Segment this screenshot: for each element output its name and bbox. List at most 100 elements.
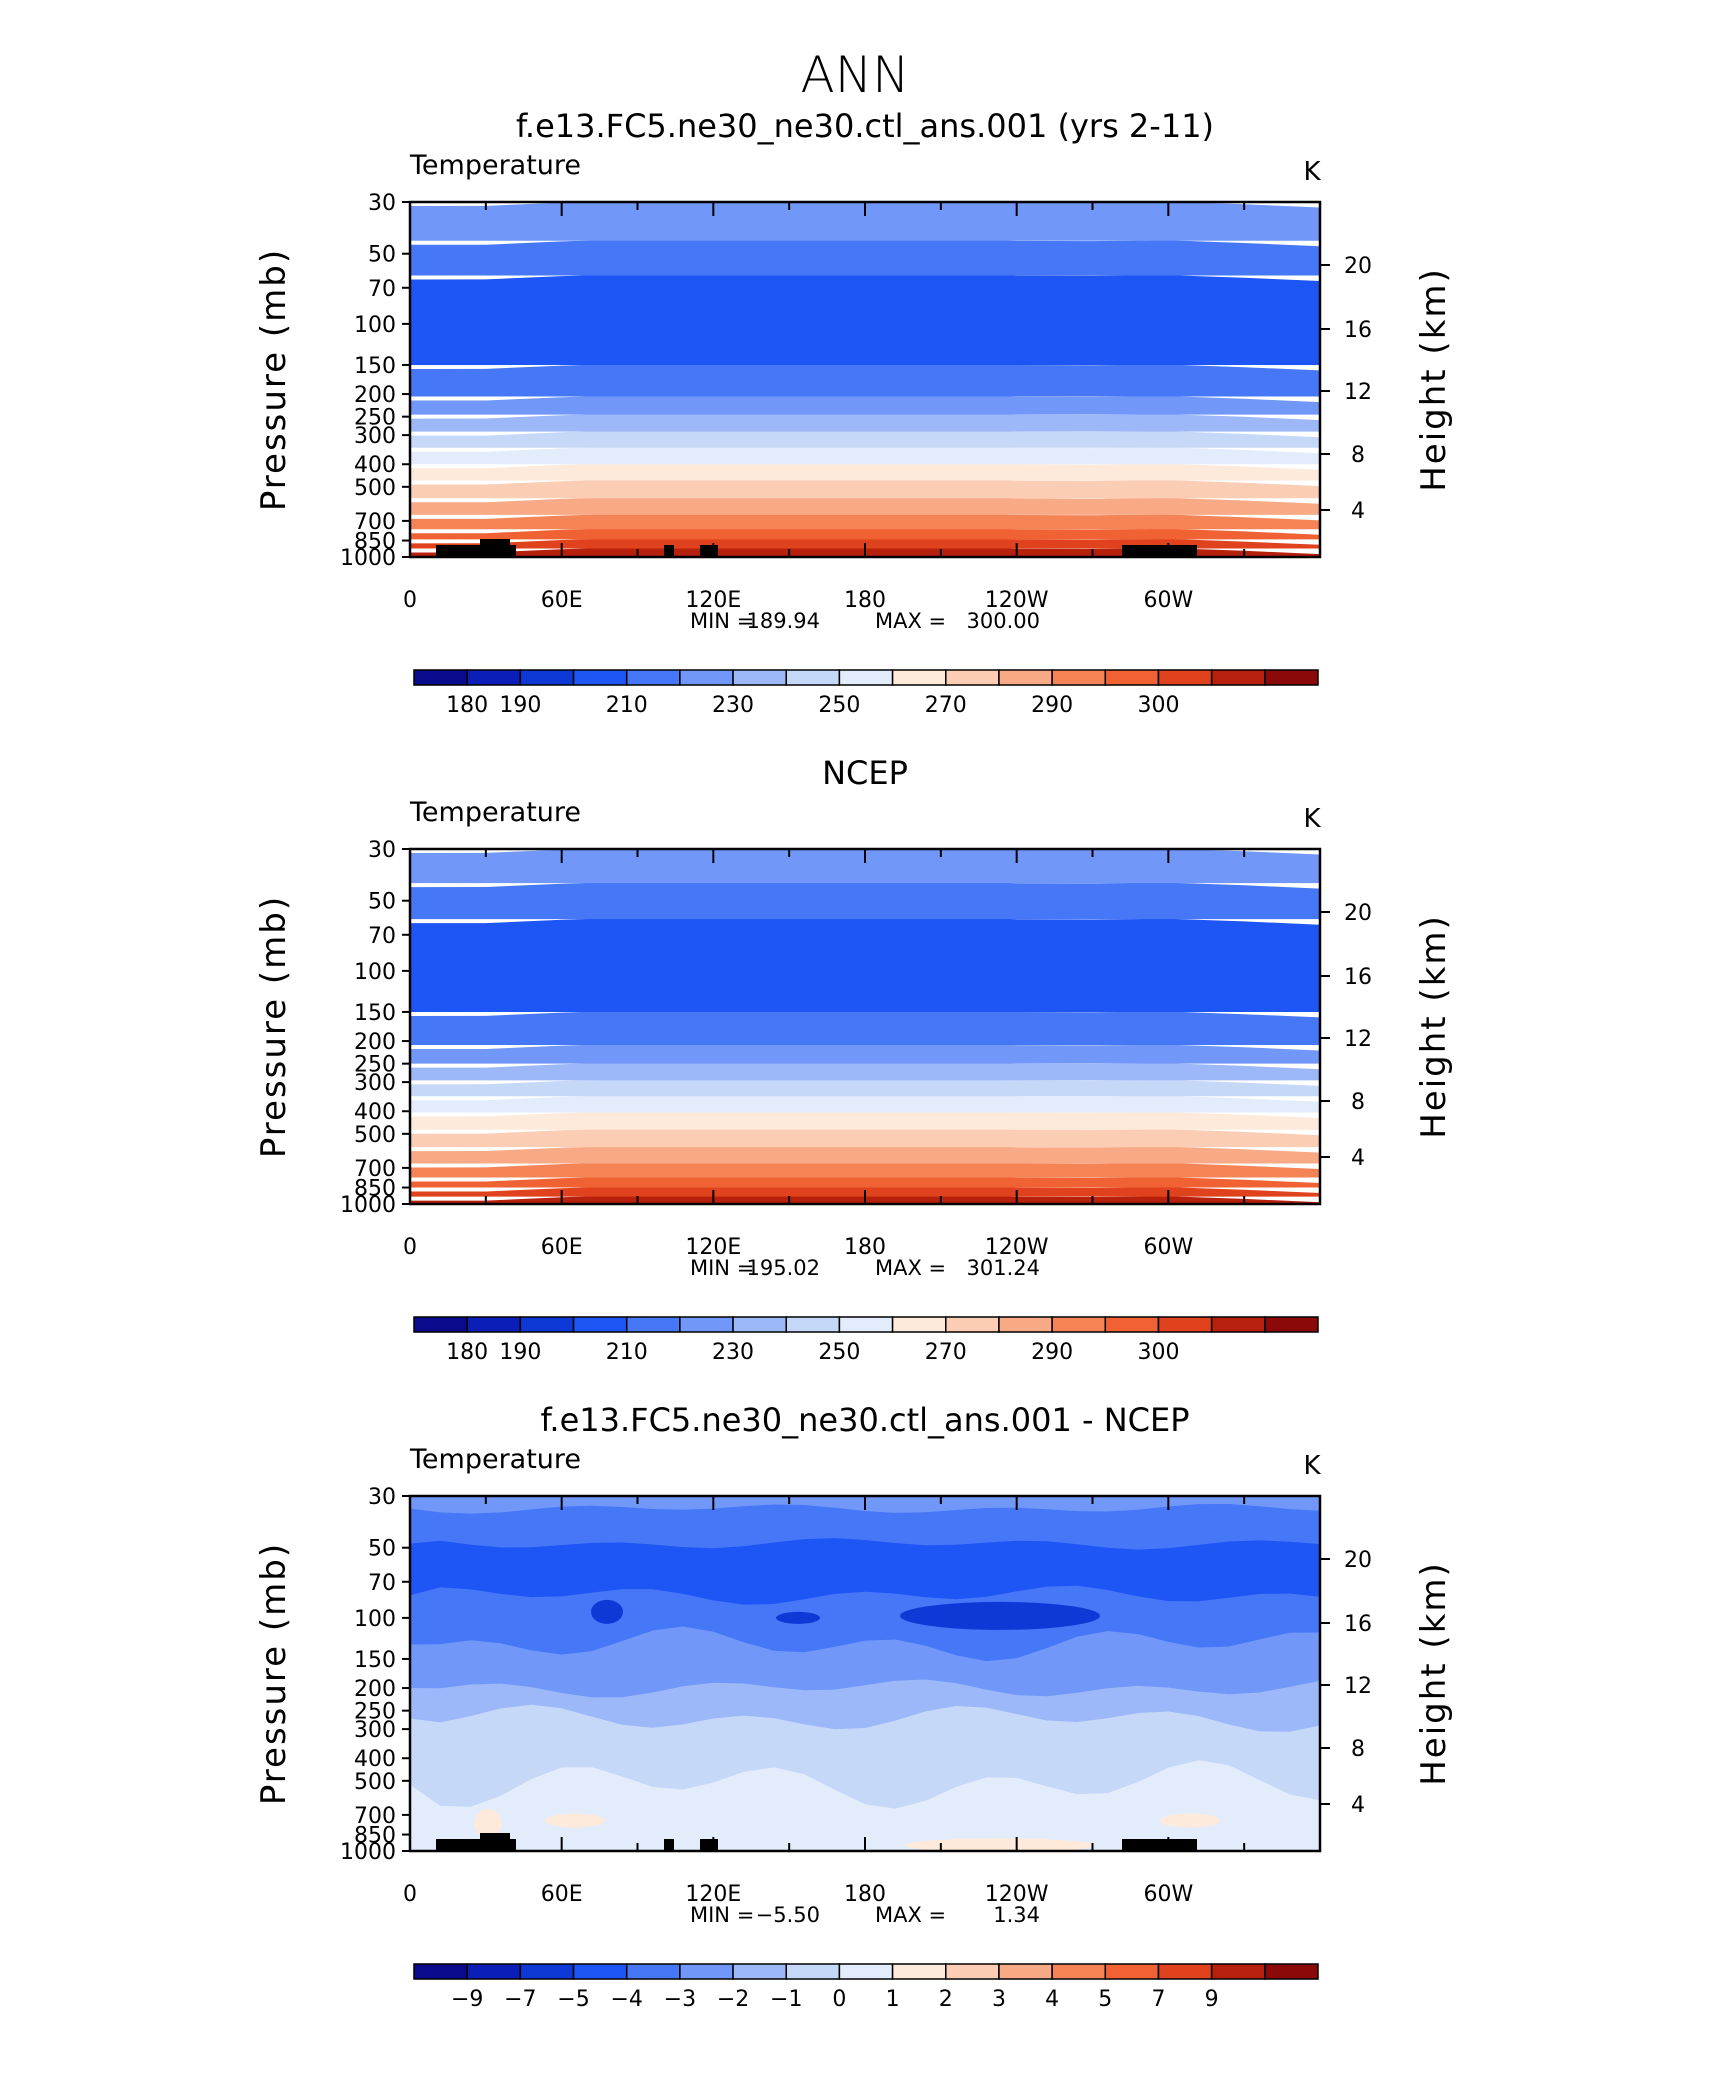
units-label: K [1303, 157, 1321, 187]
right-tick-label: 20 [1344, 254, 1372, 279]
y-tick-label: 50 [368, 243, 396, 268]
colorbar-label: 300 [1137, 1340, 1179, 1365]
x-tick-label: 60E [541, 588, 583, 613]
colorbar-swatch [945, 1316, 1000, 1333]
colorbar-swatch [679, 1963, 734, 1980]
colorbar-swatch [413, 1316, 468, 1333]
contour-band [410, 272, 1320, 365]
x-tick-label: 120W [985, 1235, 1049, 1260]
colorbar-label: 180 [446, 1340, 488, 1365]
y-tick-label: 50 [368, 1537, 396, 1562]
colorbar-swatch [519, 669, 575, 686]
colorbar-swatch [1157, 1963, 1213, 1980]
colorbar-swatch [466, 669, 522, 686]
colorbar-label: 180 [446, 693, 488, 718]
contour-band [410, 916, 1320, 1012]
colorbar-swatch [945, 669, 1000, 686]
colorbar-swatch [998, 1316, 1053, 1333]
right-tick-label: 4 [1351, 1793, 1365, 1818]
colorbar-label: 210 [606, 693, 648, 718]
stat-min-value: 189.94 [747, 609, 820, 633]
contour-band [591, 1599, 623, 1624]
colorbar-swatch [1157, 1316, 1213, 1333]
stat-min-label: MIN = [690, 1903, 754, 1927]
colorbar-label: 290 [1031, 1340, 1073, 1365]
y-tick-label: 70 [368, 1571, 396, 1596]
y-tick-label: 500 [354, 1123, 396, 1148]
stat-max-label: MAX = [875, 1256, 946, 1280]
variable-label: Temperature [409, 1444, 581, 1475]
colorbar-swatch [679, 1316, 734, 1333]
colorbar-label: 7 [1151, 1987, 1165, 2012]
y-tick-label: 400 [354, 453, 396, 478]
colorbar-label: 190 [499, 693, 541, 718]
colorbar-swatch [891, 669, 947, 686]
contour-band [410, 1160, 1320, 1178]
x-tick-label: 0 [403, 1882, 417, 1907]
right-tick-label: 12 [1344, 1027, 1372, 1052]
panel-3: f.e13.FC5.ne30_ne30.ctl_ans.001 - NCEP Te… [254, 1401, 1454, 2012]
stat-min-label: MIN = [690, 609, 754, 633]
colorbar-swatch [1104, 669, 1160, 686]
colorbar-label: −7 [504, 1987, 536, 2012]
y-tick-label: 100 [354, 313, 396, 338]
x-tick-label: 0 [403, 588, 417, 613]
y-tick-label: 1000 [340, 546, 396, 571]
colorbar-label: 210 [606, 1340, 648, 1365]
y-tick-label: 400 [354, 1747, 396, 1772]
y-tick-label: 700 [354, 1804, 396, 1829]
y-tick-label: 300 [354, 424, 396, 449]
right-tick-label: 4 [1351, 1146, 1365, 1171]
contour-band [410, 1174, 1320, 1188]
y-tick-label: 100 [354, 960, 396, 985]
contour-band [410, 411, 1320, 432]
colorbar-label: 270 [925, 693, 967, 718]
colorbar-swatch [519, 1963, 575, 1980]
topography-mask [480, 539, 510, 557]
colorbar-swatch [519, 1316, 575, 1333]
topography-mask [1122, 1839, 1197, 1851]
y-tick-label: 250 [354, 406, 396, 431]
y-tick-label: 1000 [340, 1840, 396, 1865]
colorbar-swatch [466, 1963, 522, 1980]
stat-max-value: 301.24 [967, 1256, 1040, 1280]
contour-band [410, 477, 1320, 499]
contour-plot [410, 849, 1320, 1204]
x-tick-label: 180 [844, 1235, 886, 1260]
contour-band [905, 1838, 1095, 1851]
y-tick-label: 300 [354, 1718, 396, 1743]
colorbar-swatch [572, 669, 628, 686]
contour-band [1160, 1813, 1220, 1828]
colorbar-swatch [891, 1316, 947, 1333]
contour-band [410, 1093, 1320, 1113]
y-tick-label: 850 [354, 1824, 396, 1849]
colorbar-label: 230 [712, 1340, 754, 1365]
colorbar-swatch [732, 669, 787, 686]
colorbar-label: 190 [499, 1340, 541, 1365]
x-tick-label: 120W [985, 588, 1049, 613]
colorbar-label: 2 [939, 1987, 953, 2012]
contour-band [474, 1809, 502, 1838]
colorbar-swatch [1104, 1963, 1160, 1980]
right-tick-label: 20 [1344, 901, 1372, 926]
y-tick-label: 200 [354, 383, 396, 408]
colorbar-swatch [625, 669, 681, 686]
x-tick-label: 0 [403, 1235, 417, 1260]
units-label: K [1303, 1451, 1321, 1481]
colorbar-label: 300 [1137, 693, 1179, 718]
colorbar-label: 4 [1045, 1987, 1059, 2012]
x-tick-label: 60E [541, 1235, 583, 1260]
right-tick-label: 8 [1351, 1090, 1365, 1115]
colorbar-label: −1 [770, 1987, 802, 2012]
x-tick-label: 60W [1143, 1882, 1193, 1907]
contour-band [410, 461, 1320, 481]
right-tick-label: 16 [1344, 965, 1372, 990]
topography-mask [700, 1839, 718, 1851]
stat-max-label: MAX = [875, 609, 946, 633]
topography-mask [1122, 545, 1197, 557]
y-axis-label: Pressure (mb) [254, 1542, 294, 1805]
y-tick-label: 200 [354, 1030, 396, 1055]
y-tick-label: 30 [368, 191, 396, 216]
y-tick-label: 500 [354, 1770, 396, 1795]
